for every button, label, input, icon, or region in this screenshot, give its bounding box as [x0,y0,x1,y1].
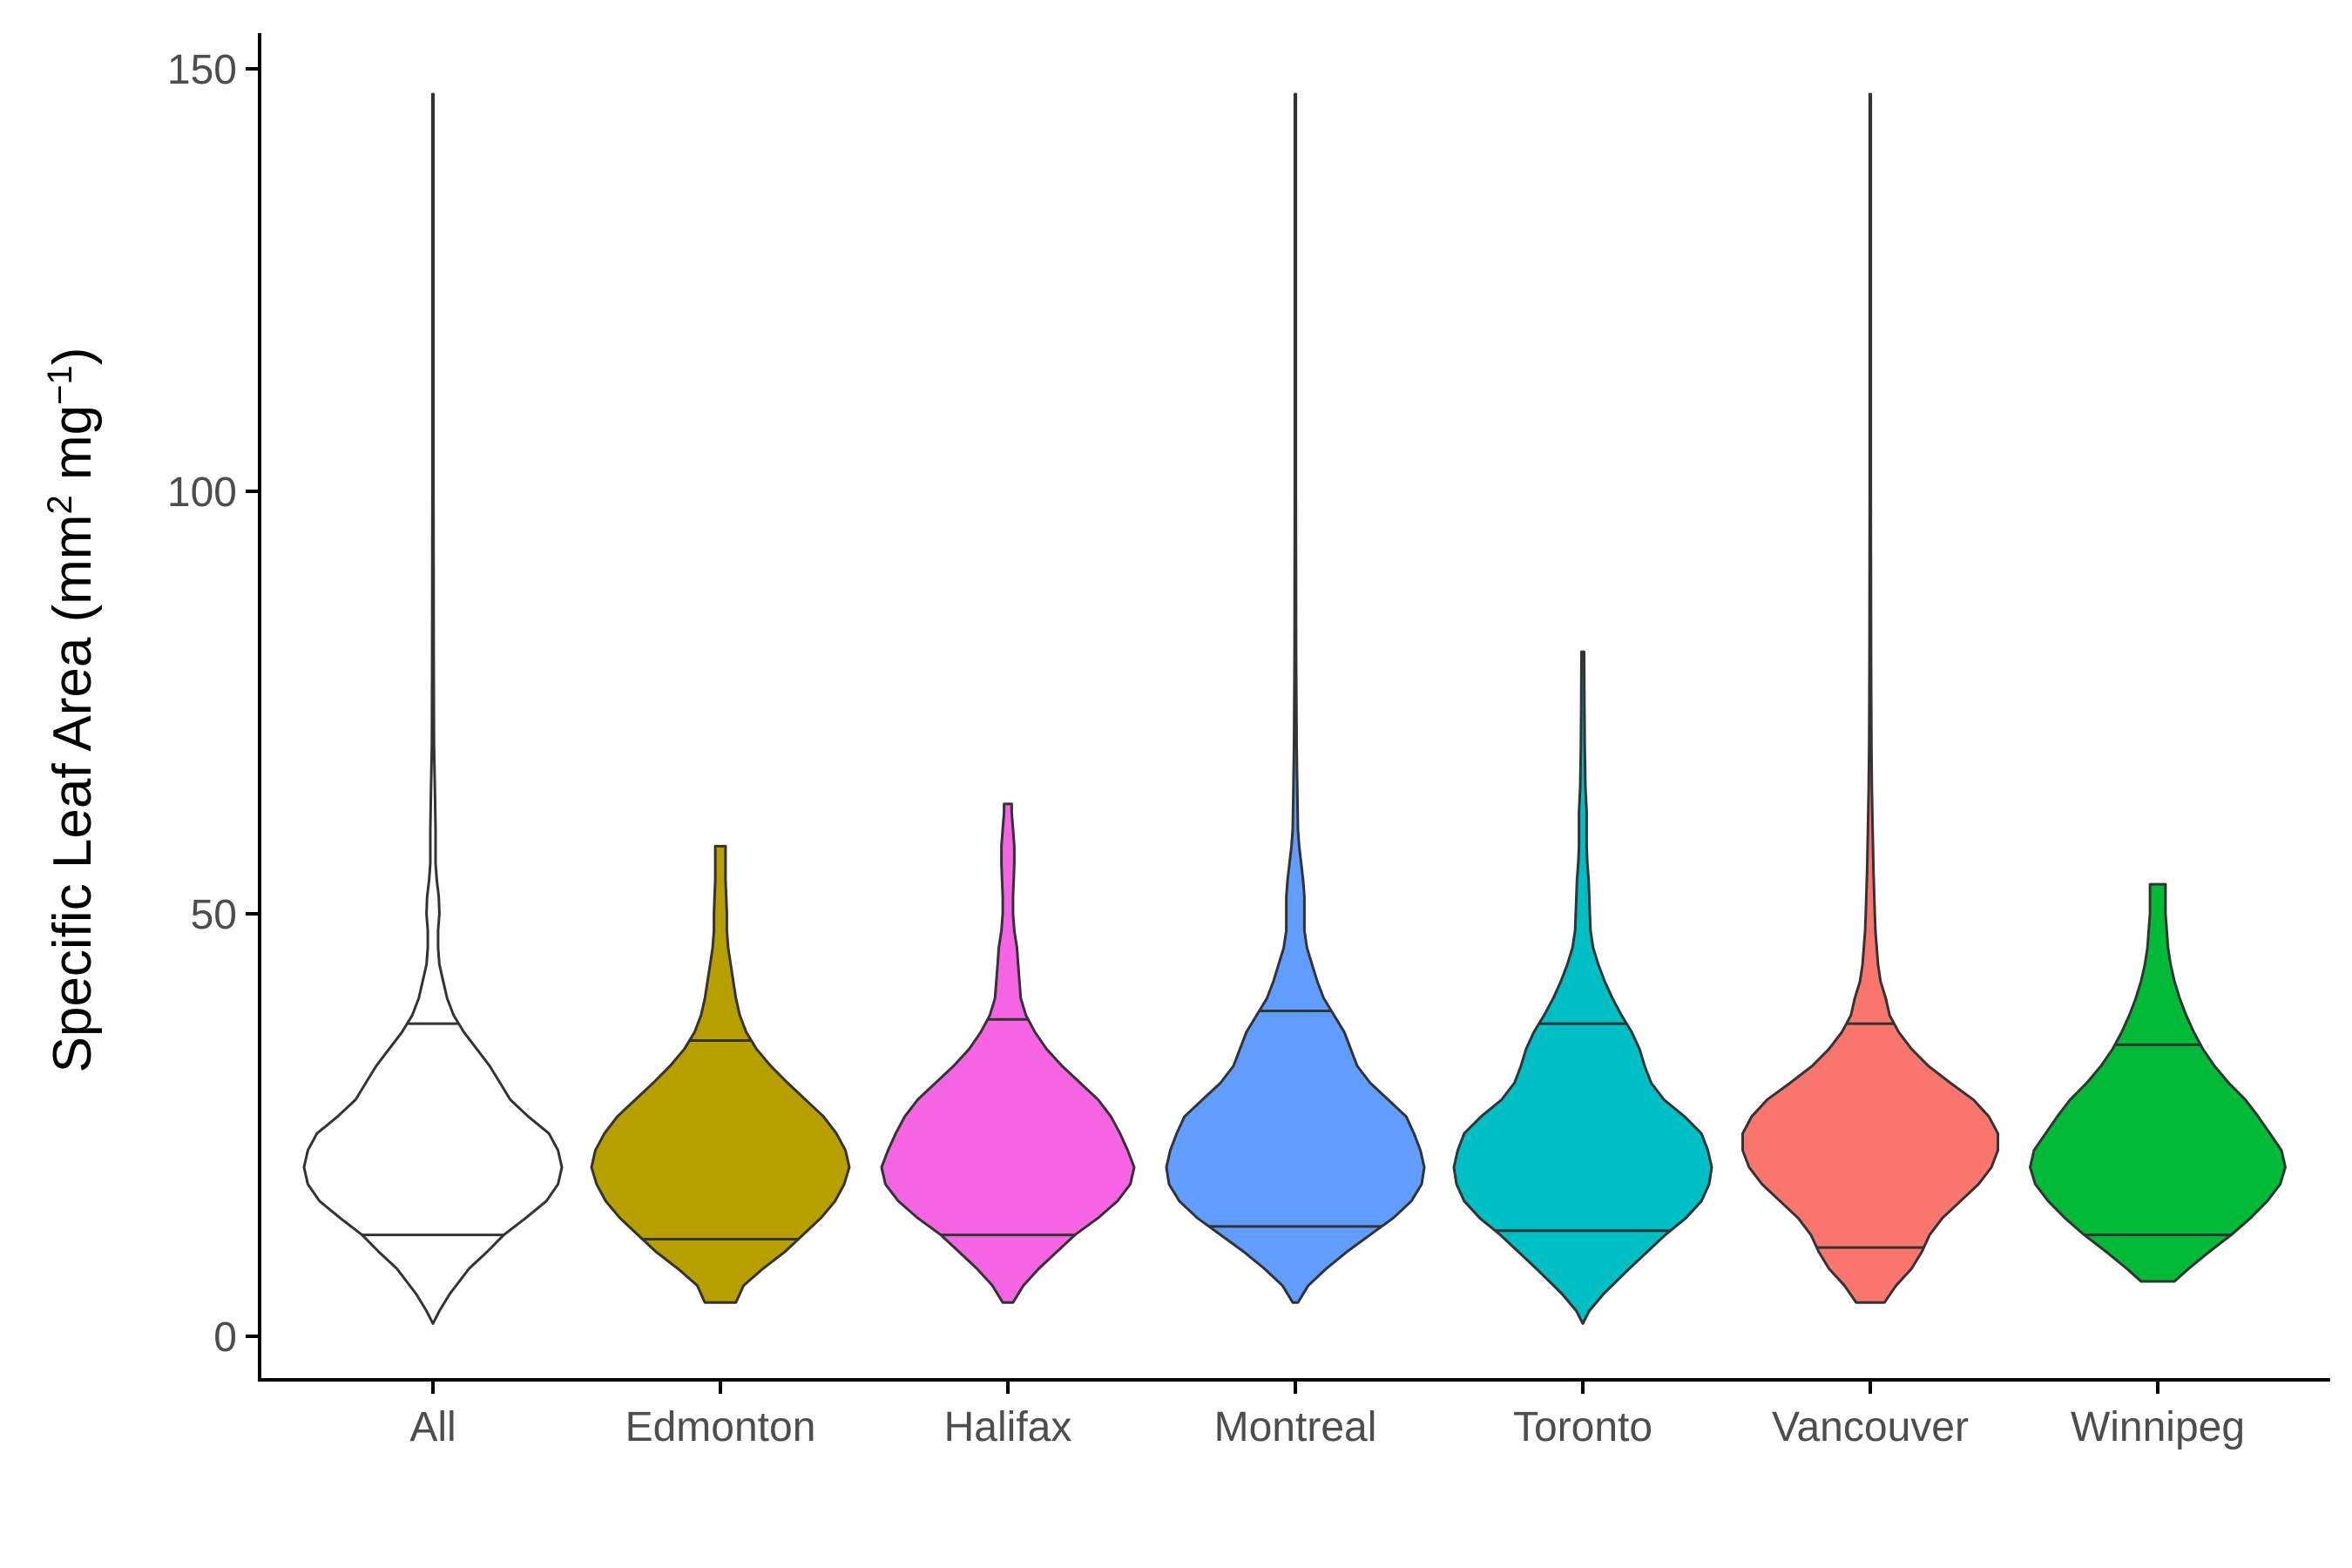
violin-halifax [880,802,1136,1304]
x-tick-label: Edmonton [625,1404,816,1450]
violin-edmonton [590,844,851,1304]
violin-winnipeg [2029,882,2287,1283]
y-tick-label: 100 [167,470,237,516]
x-tick-label: Winnipeg [2071,1404,2245,1450]
violin-all [302,92,564,1325]
x-tick-label: Montreal [1214,1404,1377,1450]
violin-toronto [1452,650,1713,1325]
x-tick-label: Vancouver [1772,1404,1969,1450]
y-tick-label: 50 [191,892,237,938]
x-tick-label: All [409,1404,456,1450]
violin-vancouver [1741,92,1999,1304]
y-tick-label: 150 [167,47,237,93]
x-axis-ticks: All Edmonton Halifax Montreal Toronto Vancouv… [409,1380,2245,1450]
x-tick-label: Halifax [944,1404,1072,1450]
y-axis-ticks: 0 50 100 150 [167,47,260,1361]
y-tick-label: 0 [213,1315,237,1361]
violin-montreal [1165,92,1426,1304]
violins-layer [302,92,2287,1325]
x-tick-label: Toronto [1513,1404,1652,1450]
y-axis-title: Specific Leaf Area (mm2 mg−1) [41,348,103,1073]
